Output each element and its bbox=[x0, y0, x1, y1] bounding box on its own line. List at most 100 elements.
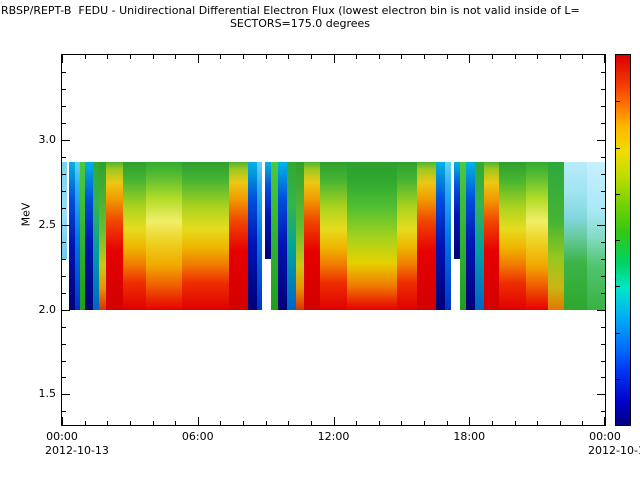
x-major-tick bbox=[469, 55, 471, 63]
y-minor-tick bbox=[62, 360, 66, 362]
x-minor-tick bbox=[175, 421, 177, 425]
y-minor-tick bbox=[601, 241, 605, 243]
spectrogram-segment bbox=[347, 161, 398, 310]
colorbar-tick bbox=[616, 193, 620, 195]
x-minor-tick bbox=[129, 421, 131, 425]
y-tick-label: 1.5 bbox=[38, 387, 57, 401]
y-minor-tick bbox=[601, 292, 605, 294]
spectrogram-segment bbox=[396, 161, 418, 310]
y-minor-tick bbox=[62, 292, 66, 294]
x-minor-tick bbox=[356, 421, 358, 425]
x-minor-tick bbox=[514, 55, 516, 59]
x-minor-tick bbox=[84, 421, 86, 425]
x-minor-tick bbox=[220, 421, 222, 425]
x-minor-tick bbox=[582, 55, 584, 59]
x-minor-tick bbox=[243, 421, 244, 425]
x-tick-label: 06:00 bbox=[181, 430, 214, 443]
spectrogram-segment bbox=[436, 161, 447, 310]
x-minor-tick bbox=[537, 55, 539, 59]
spectrogram-segment bbox=[93, 161, 100, 310]
spectrogram-segment bbox=[465, 161, 476, 310]
y-minor-tick bbox=[601, 190, 605, 192]
x-minor-tick bbox=[424, 55, 425, 59]
x-minor-tick bbox=[582, 421, 584, 425]
plot-title: RBSP/REPT-B FEDU - Unidirectional Differ… bbox=[1, 4, 580, 17]
y-minor-tick bbox=[62, 105, 66, 107]
colorbar-tick bbox=[616, 332, 620, 334]
spectrogram-segment bbox=[75, 161, 81, 310]
x-minor-tick bbox=[310, 421, 312, 425]
x-axis-start-date: 2012-10-13 bbox=[45, 444, 109, 457]
x-minor-tick bbox=[446, 421, 448, 425]
x-minor-tick bbox=[265, 421, 267, 425]
x-minor-tick bbox=[491, 421, 493, 425]
x-minor-tick bbox=[378, 421, 380, 425]
y-minor-tick bbox=[601, 71, 605, 73]
x-minor-tick bbox=[107, 55, 109, 59]
spectrogram-segment bbox=[586, 161, 605, 310]
x-minor-tick bbox=[491, 55, 493, 59]
x-minor-tick bbox=[310, 55, 312, 59]
y-minor-tick bbox=[601, 173, 605, 175]
y-major-tick bbox=[597, 139, 605, 141]
x-axis-end-date: 2012-10-14 bbox=[588, 444, 640, 457]
x-minor-tick bbox=[243, 55, 244, 59]
y-major-tick bbox=[62, 224, 70, 226]
y-minor-tick bbox=[62, 411, 66, 413]
spectrogram-segment bbox=[123, 161, 147, 310]
y-minor-tick bbox=[601, 105, 605, 107]
y-minor-tick bbox=[62, 156, 66, 158]
y-minor-tick bbox=[601, 343, 605, 345]
spectrogram-segment bbox=[564, 161, 588, 310]
y-tick-label: 2.0 bbox=[38, 302, 57, 316]
y-minor-tick bbox=[601, 122, 605, 124]
x-minor-tick bbox=[401, 421, 403, 425]
y-minor-tick bbox=[601, 326, 605, 328]
x-minor-tick bbox=[152, 421, 154, 425]
x-major-tick bbox=[333, 417, 335, 425]
spectrogram-segment bbox=[181, 161, 210, 310]
y-minor-tick bbox=[601, 360, 605, 362]
x-minor-tick bbox=[559, 421, 561, 425]
spectrogram-segment bbox=[278, 161, 288, 310]
spectrogram-segment bbox=[417, 161, 438, 310]
spectrogram-segment bbox=[483, 161, 500, 310]
y-minor-tick bbox=[62, 377, 66, 379]
y-minor-tick bbox=[62, 88, 66, 90]
spectrogram-segment bbox=[229, 161, 249, 310]
x-major-tick bbox=[62, 417, 63, 425]
plot-subtitle: SECTORS=175.0 degrees bbox=[229, 17, 371, 30]
colorbar-tick bbox=[616, 101, 620, 103]
spectrogram-segment bbox=[474, 161, 485, 310]
y-minor-tick bbox=[62, 241, 66, 243]
y-axis-label: MeV bbox=[19, 202, 33, 227]
x-major-tick bbox=[197, 417, 199, 425]
x-minor-tick bbox=[424, 421, 425, 425]
spectrogram-segment bbox=[525, 161, 550, 310]
y-minor-tick bbox=[62, 190, 66, 192]
spectrogram-segment bbox=[453, 161, 461, 259]
y-major-tick bbox=[62, 309, 70, 311]
colorbar-tick bbox=[616, 378, 620, 380]
spectrogram-segment bbox=[319, 161, 348, 310]
y-minor-tick bbox=[62, 343, 66, 345]
y-major-tick bbox=[597, 394, 605, 396]
spectrogram-segment bbox=[287, 161, 297, 310]
x-major-tick bbox=[604, 417, 605, 425]
x-major-tick bbox=[62, 55, 63, 63]
x-minor-tick bbox=[220, 55, 222, 59]
x-tick-label: 12:00 bbox=[317, 430, 350, 443]
y-minor-tick bbox=[62, 173, 66, 175]
x-minor-tick bbox=[107, 421, 109, 425]
colorbar-tick bbox=[616, 240, 620, 241]
x-tick-label: 18:00 bbox=[453, 430, 486, 443]
x-minor-tick bbox=[356, 55, 358, 59]
y-minor-tick bbox=[62, 275, 66, 277]
spectrogram-segment bbox=[106, 161, 124, 310]
spectrogram-segment bbox=[62, 161, 68, 259]
x-minor-tick bbox=[265, 55, 267, 59]
y-minor-tick bbox=[62, 71, 66, 73]
x-minor-tick bbox=[401, 55, 403, 59]
y-major-tick bbox=[62, 394, 70, 396]
